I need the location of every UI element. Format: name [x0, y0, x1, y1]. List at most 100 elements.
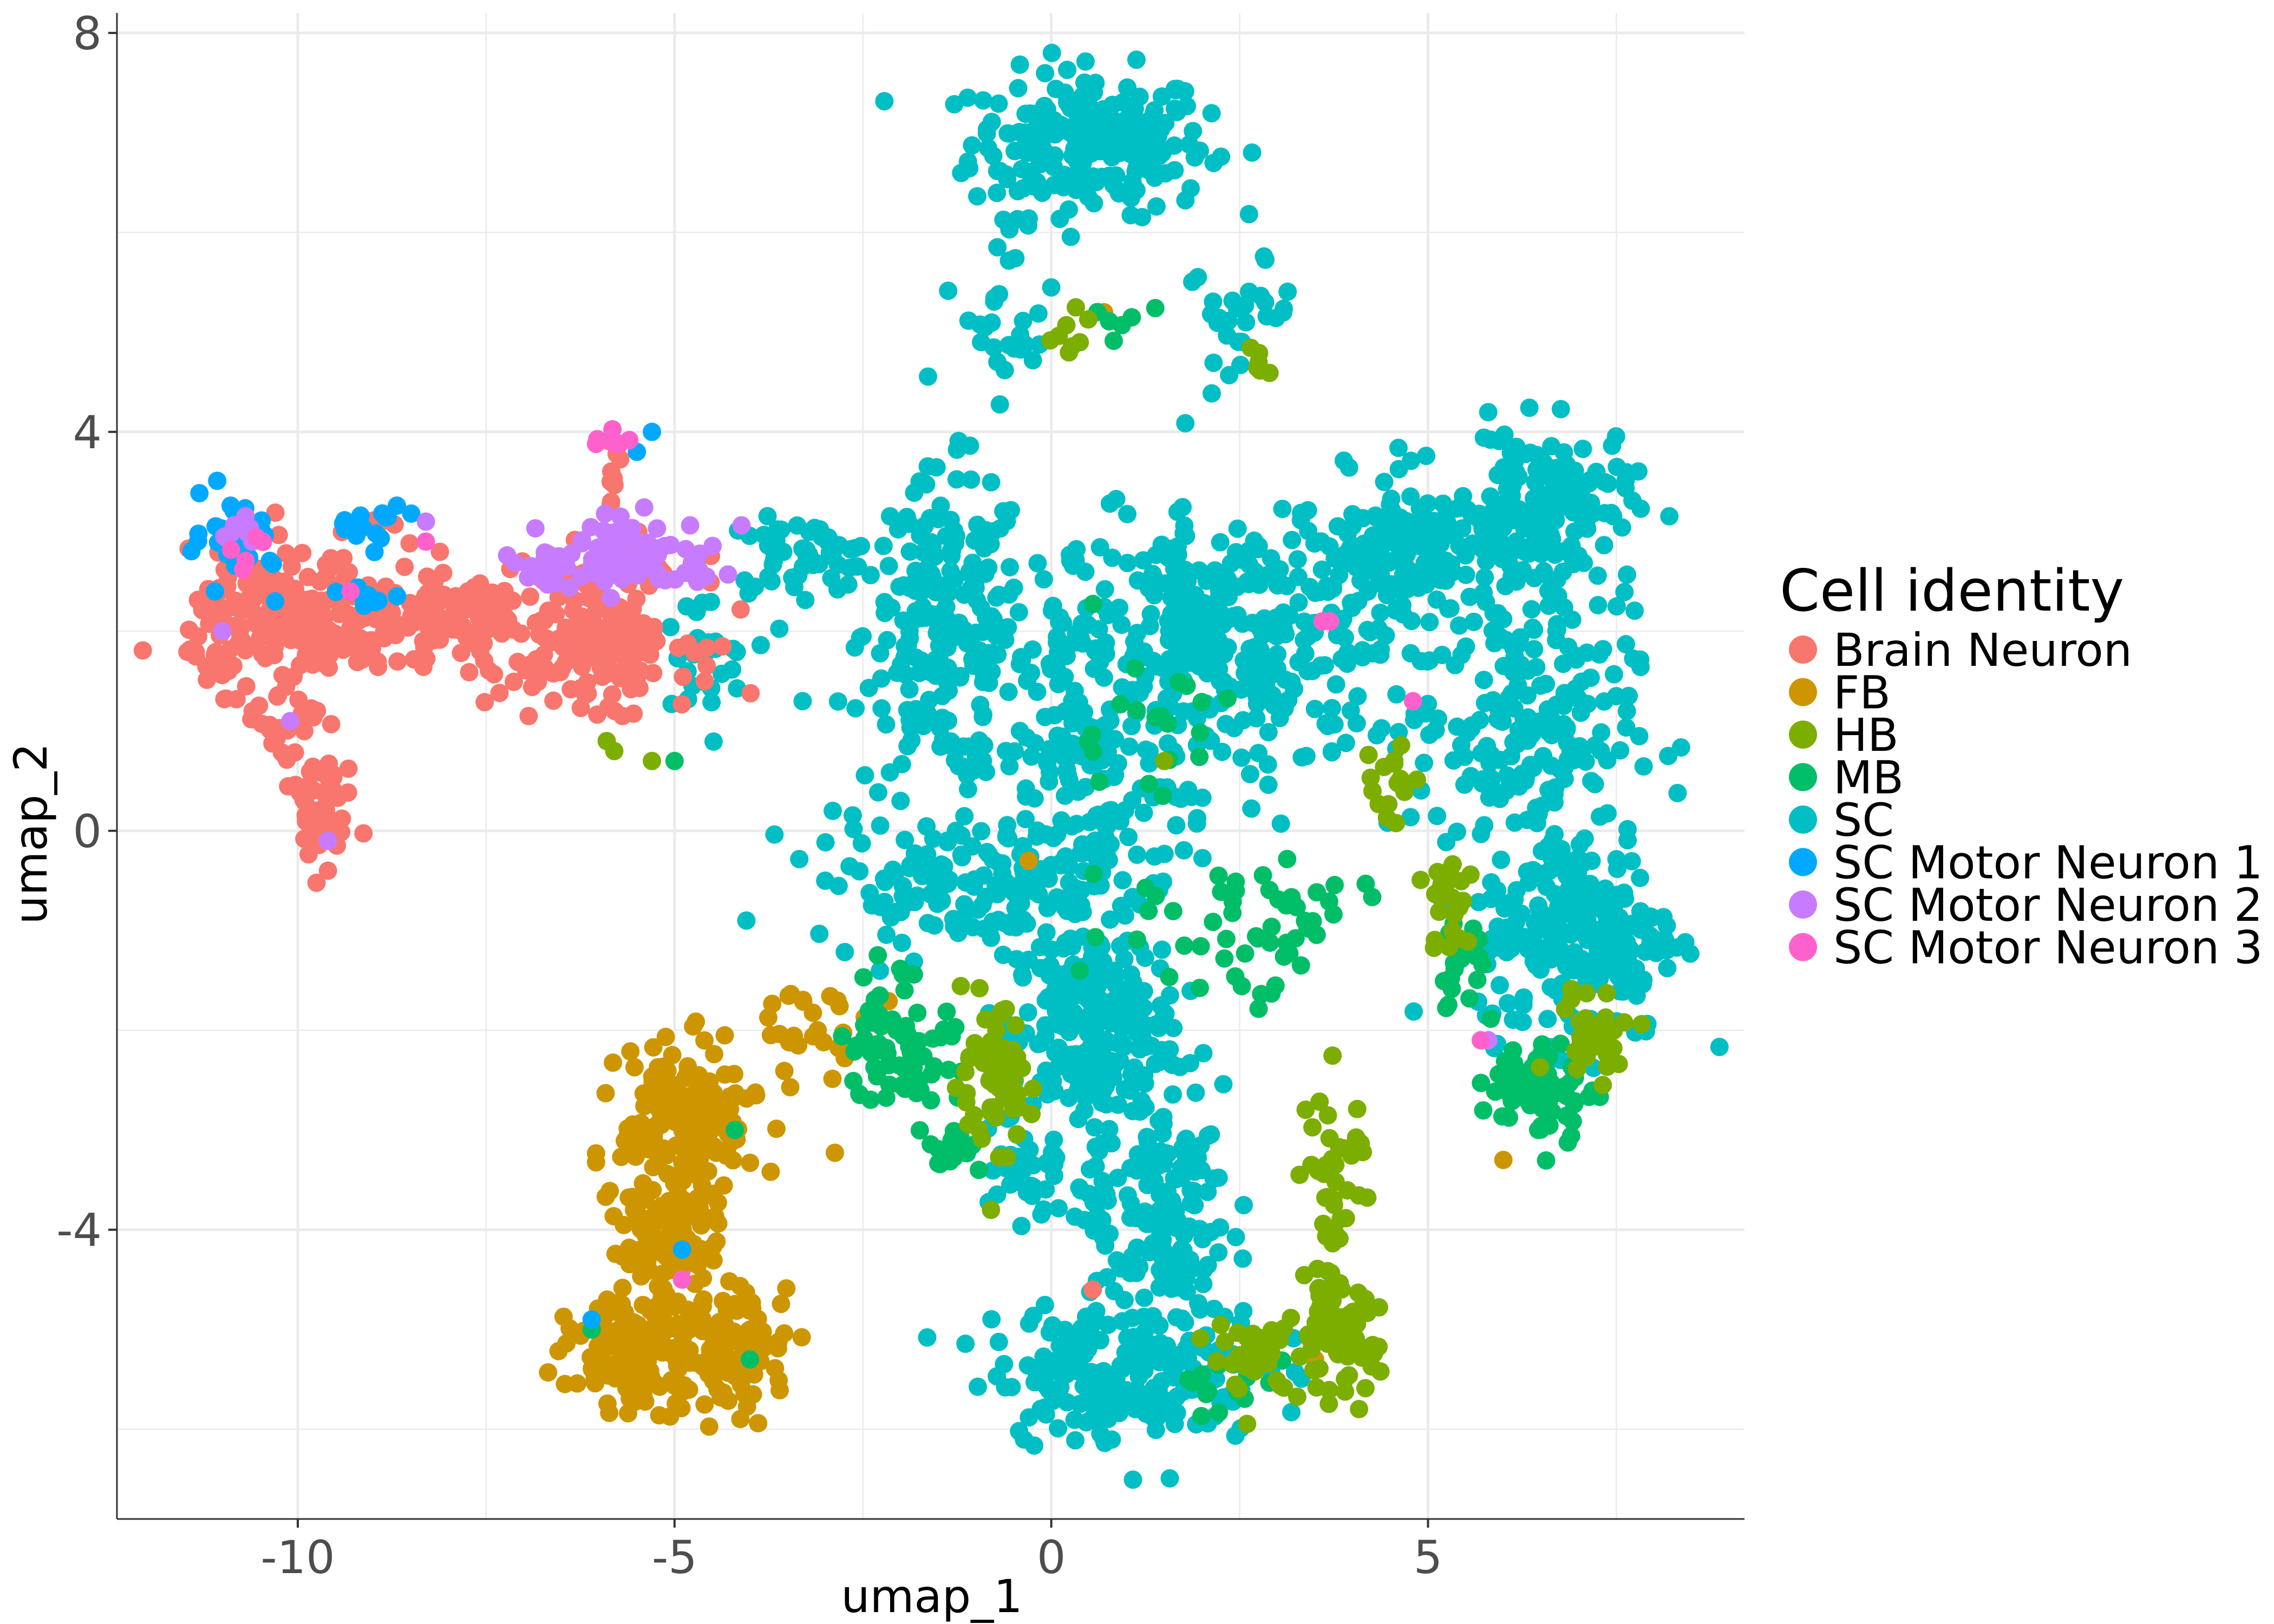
point-sc	[1629, 462, 1648, 481]
point-brain-neuron	[628, 669, 646, 688]
point-sc	[1115, 1291, 1134, 1309]
point-fb	[761, 1162, 780, 1181]
point-sc	[922, 565, 941, 584]
point-mb	[937, 1002, 956, 1021]
point-fb	[612, 1295, 631, 1314]
point-fb	[724, 1065, 743, 1084]
point-sc	[891, 791, 910, 810]
point-sc	[1010, 55, 1029, 74]
point-sc	[1121, 1208, 1140, 1227]
point-brain-neuron	[460, 663, 479, 682]
point-sc	[1595, 692, 1613, 711]
point-sc	[1054, 613, 1073, 632]
point-brain-neuron	[208, 600, 227, 619]
point-hb	[1632, 1014, 1651, 1033]
point-sc	[1037, 923, 1056, 942]
point-sc	[1209, 1168, 1228, 1187]
point-sc	[1178, 97, 1197, 116]
point-fb	[707, 1232, 726, 1251]
point-sc	[1116, 114, 1135, 133]
point-sc	[1527, 864, 1546, 883]
point-sc	[1162, 1361, 1181, 1380]
point-sc	[1048, 726, 1067, 745]
point-brain-neuron	[324, 781, 343, 800]
point-sc	[1112, 615, 1131, 634]
point-sc-motor-neuron-1	[355, 597, 374, 615]
point-sc	[1160, 1469, 1179, 1488]
point-sc	[1641, 907, 1660, 926]
point-sc-motor-neuron-2	[655, 536, 674, 555]
point-sc	[1508, 676, 1527, 695]
point-sc	[1534, 503, 1553, 522]
point-fb	[613, 1247, 632, 1266]
point-sc	[1582, 771, 1601, 790]
point-sc	[1067, 180, 1086, 199]
point-hb	[1319, 1394, 1338, 1413]
point-fb	[581, 1348, 600, 1367]
point-sc	[1140, 754, 1159, 773]
point-brain-neuron	[731, 600, 750, 619]
point-sc	[897, 508, 916, 527]
point-sc	[962, 470, 981, 489]
point-sc	[860, 883, 879, 902]
point-sc	[1204, 292, 1223, 311]
point-sc	[1540, 907, 1559, 926]
legend-label-brain-neuron: Brain Neuron	[1833, 624, 2132, 677]
point-sc	[1510, 634, 1529, 653]
point-sc	[1630, 726, 1649, 745]
point-sc	[1275, 299, 1293, 318]
point-brain-neuron	[611, 450, 630, 469]
legend-label-sc: SC	[1833, 794, 1894, 847]
point-sc	[1575, 829, 1594, 848]
point-sc	[1111, 811, 1130, 830]
point-hb	[1335, 1139, 1354, 1158]
point-sc	[1555, 684, 1574, 703]
point-sc	[977, 762, 996, 781]
point-sc	[1009, 78, 1028, 97]
point-sc	[1142, 1036, 1161, 1055]
point-hb	[1211, 1315, 1230, 1334]
point-sc-motor-neuron-1	[326, 582, 345, 601]
point-brain-neuron	[572, 657, 591, 676]
point-sc	[1255, 689, 1274, 708]
point-brain-neuron	[197, 657, 216, 676]
point-sc	[1133, 208, 1152, 227]
point-brain-neuron	[632, 636, 651, 655]
point-sc	[1023, 351, 1042, 370]
point-sc	[702, 693, 721, 712]
point-sc	[859, 678, 878, 697]
point-sc	[1034, 1200, 1053, 1219]
point-sc	[1073, 614, 1092, 633]
point-sc	[1504, 1010, 1522, 1029]
point-sc	[1132, 1091, 1151, 1110]
point-sc	[921, 867, 940, 886]
point-sc	[1174, 841, 1193, 860]
point-sc	[1475, 816, 1494, 835]
legend-key-hb	[1789, 721, 1817, 749]
point-sc	[917, 817, 936, 836]
point-mb	[1439, 996, 1458, 1014]
point-sc	[1140, 1343, 1159, 1362]
point-sc	[1039, 1155, 1058, 1174]
point-hb	[1391, 736, 1410, 755]
point-sc	[1211, 672, 1230, 691]
point-sc	[1039, 988, 1058, 1007]
point-sc	[1049, 1038, 1068, 1057]
point-brain-neuron	[266, 628, 285, 647]
point-sc	[1034, 106, 1053, 125]
point-sc	[1324, 579, 1343, 598]
point-brain-neuron	[303, 590, 322, 608]
point-sc	[1091, 1331, 1110, 1350]
point-sc	[1127, 50, 1146, 69]
point-sc	[1147, 197, 1166, 216]
point-hb	[1354, 1143, 1373, 1162]
point-hb	[957, 1093, 976, 1112]
legend-key-mb	[1789, 763, 1817, 791]
point-sc	[1124, 1328, 1143, 1347]
point-sc	[1490, 431, 1509, 450]
point-mb	[1543, 1102, 1561, 1121]
point-sc	[1226, 1426, 1245, 1445]
point-sc-motor-neuron-2	[506, 554, 525, 573]
point-sc	[1380, 553, 1399, 572]
point-mb	[833, 1027, 852, 1046]
